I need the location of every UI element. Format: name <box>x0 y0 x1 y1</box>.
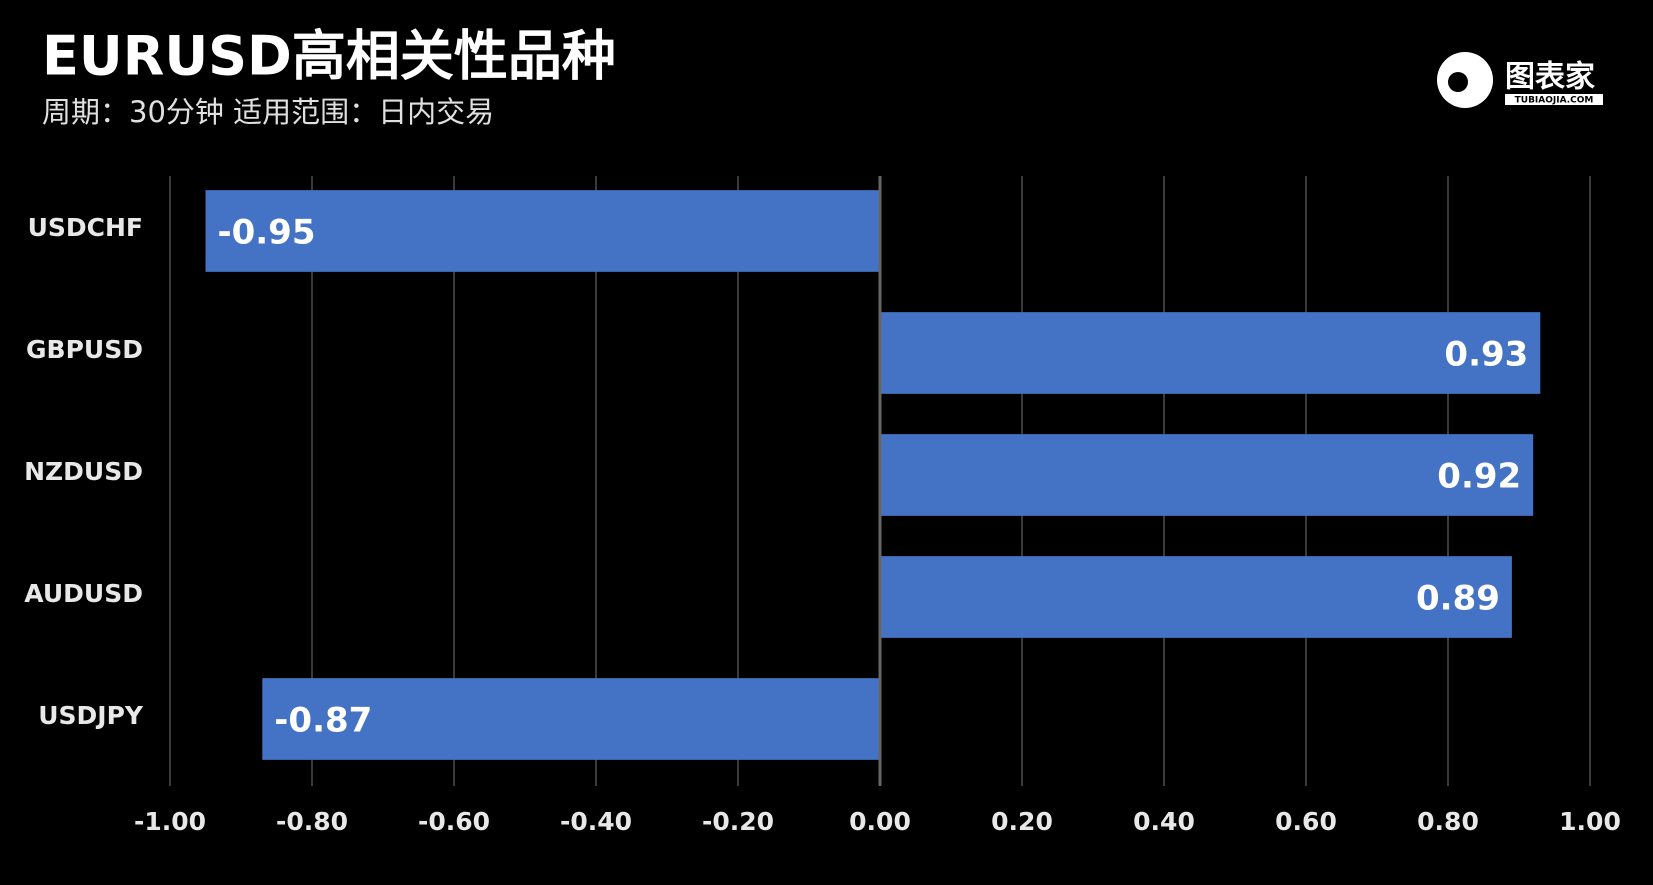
y-tick-label: GBPUSD <box>26 335 143 364</box>
x-tick-label: -0.80 <box>276 807 348 836</box>
logo-text: 图表家 <box>1505 60 1595 95</box>
y-tick-label: NZDUSD <box>24 457 143 486</box>
x-tick-label: -1.00 <box>134 807 206 836</box>
bar <box>205 190 880 272</box>
chart-title: EURUSD高相关性品种 <box>42 25 616 88</box>
x-tick-label: -0.20 <box>702 807 774 836</box>
y-tick-label: USDCHF <box>28 213 143 242</box>
x-tick-label: 1.00 <box>1559 807 1621 836</box>
x-tick-label: 0.60 <box>1275 807 1337 836</box>
bar <box>880 312 1541 394</box>
chart-subtitle: 周期：30分钟 适用范围：日内交易 <box>42 95 494 129</box>
logo-url: TUBIAOJIA.COM <box>1515 96 1594 106</box>
bar <box>880 556 1512 638</box>
bar <box>262 678 880 760</box>
x-tick-label: -0.60 <box>418 807 490 836</box>
x-tick-label: 0.40 <box>1133 807 1195 836</box>
data-label: -0.95 <box>218 213 316 253</box>
x-tick-label: -0.40 <box>560 807 632 836</box>
y-tick-label: USDJPY <box>38 701 144 730</box>
logo: 图表家 TUBIAOJIA.COM <box>1437 52 1603 108</box>
logo-band <box>1505 94 1603 105</box>
data-label: -0.87 <box>274 701 372 741</box>
x-tick-label: 0.00 <box>849 807 911 836</box>
x-tick-label: 0.20 <box>991 807 1053 836</box>
y-tick-label: AUDUSD <box>24 579 143 608</box>
data-label: 0.92 <box>1437 457 1521 497</box>
bar <box>880 434 1534 516</box>
data-label: 0.89 <box>1416 579 1500 619</box>
logo-eye <box>1448 72 1468 92</box>
x-tick-label: 0.80 <box>1417 807 1479 836</box>
data-label: 0.93 <box>1444 335 1528 375</box>
